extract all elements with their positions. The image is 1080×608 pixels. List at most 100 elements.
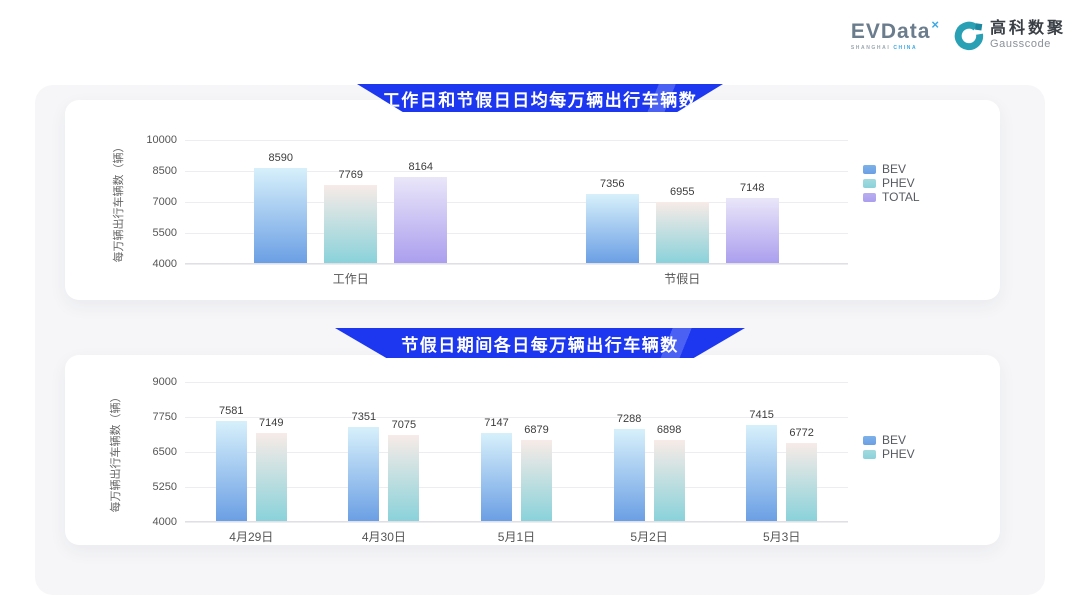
x-axis-category-label: 5月3日	[762, 530, 801, 544]
bar-value-label: 6772	[789, 427, 814, 440]
bar-group: 7351 7075	[318, 382, 451, 521]
x-axis-category-label: 4月29日	[229, 530, 274, 544]
y-axis-tick-label: 7750	[152, 411, 177, 423]
legend-item-total[interactable]: TOTAL	[863, 190, 920, 204]
bar-value-label: 6955	[670, 185, 695, 198]
legend-label: BEV	[882, 162, 907, 176]
x-axis-category-label: 4月30日	[361, 530, 406, 544]
bar-phev: 7149	[255, 417, 287, 521]
bar-groups: 7581 7149 7351 7075 7147 6879 7288 6898 7415 6772	[185, 382, 848, 521]
bar-value-label: 7148	[740, 181, 765, 194]
chart1-legend: BEV PHEV TOTAL	[863, 162, 920, 204]
bar-groups: 8590 7769 8164 7356 6955 7148	[185, 140, 848, 263]
y-axis-tick-label: 8500	[152, 165, 177, 177]
bar-phev: 6772	[786, 427, 818, 521]
bar-value-label: 7356	[600, 177, 625, 190]
gridline	[185, 202, 848, 203]
bar-bev: 7351	[348, 411, 380, 521]
legend-swatch-icon	[863, 435, 876, 445]
bar-total: 8164	[394, 161, 448, 263]
y-axis-tick-label: 4000	[152, 516, 177, 528]
bar-bev: 8590	[254, 152, 308, 263]
legend-label: TOTAL	[882, 190, 920, 204]
bar-value-label: 7288	[616, 412, 642, 425]
x-axis-category-label: 5月2日	[630, 530, 668, 544]
x-axis-category-label: 节假日	[664, 272, 701, 286]
legend-swatch-icon	[863, 449, 876, 459]
bar-group: 7288 6898	[583, 382, 716, 521]
gausscode-logo: 高科数聚 Gausscode	[954, 20, 1066, 51]
legend-item-phev[interactable]: PHEV	[863, 447, 915, 461]
chart1-title-banner: 工作日和节假日日均每万辆出行车辆数	[357, 84, 723, 112]
gausscode-g-icon	[954, 21, 984, 50]
chart2-legend: BEV PHEV	[863, 433, 915, 461]
legend-label: BEV	[882, 433, 907, 447]
gridline	[185, 487, 848, 488]
y-axis-tick-label: 6500	[152, 446, 177, 458]
header-logos: EVData × SHANGHAI CHINA 高科数聚 Gausscode	[850, 17, 1066, 51]
chart1-plot-area: 8590 7769 8164 7356 6955 7148	[185, 140, 848, 265]
bar-value-label: 7581	[219, 404, 244, 417]
chart1-workday-holiday-bar-chart: 每万辆出行车辆数（辆） 8590 7769 8164 7356 6955 7148 工作日…	[65, 100, 1000, 300]
y-axis-tick-label: 9000	[152, 376, 177, 388]
gridline	[185, 417, 848, 418]
bar-phev: 6955	[655, 186, 709, 263]
legend-item-phev[interactable]: PHEV	[863, 176, 920, 190]
gausscode-cn-name: 高科数聚	[989, 20, 1066, 37]
bar-value-label: 7351	[351, 411, 377, 424]
chart2-card: 每万辆出行车辆数（辆） 7581 7149 7351 7075 7147 6879 7288…	[65, 355, 1000, 545]
legend-item-bev[interactable]: BEV	[863, 162, 920, 176]
bar-value-label: 7149	[259, 416, 284, 429]
legend-swatch-icon	[863, 192, 876, 202]
evdata-wordmark: EVData	[850, 19, 931, 43]
y-axis-tick-label: 5500	[152, 227, 177, 239]
bar-bev: 7581	[215, 405, 247, 521]
bar-value-label: 7415	[749, 409, 774, 422]
bar-bev: 7415	[746, 409, 778, 521]
gridline	[185, 264, 848, 265]
gridline	[185, 522, 848, 523]
y-axis-tick-label: 4000	[152, 258, 177, 270]
bar-bev: 7288	[613, 413, 645, 521]
evdata-subtext: SHANGHAI CHINA	[850, 44, 918, 51]
bar-bev: 7356	[585, 178, 639, 263]
bar-value-label: 8590	[268, 152, 293, 165]
gridline	[185, 452, 848, 453]
chart1-x-axis-labels: 工作日 节假日	[185, 270, 848, 287]
chart2-plot-area: 7581 7149 7351 7075 7147 6879 7288 6898 7415 6772	[185, 382, 848, 523]
evdata-logo: EVData × SHANGHAI CHINA	[850, 17, 939, 51]
gridline	[185, 382, 848, 383]
bar-total: 7148	[725, 182, 779, 263]
gridline	[185, 233, 848, 234]
gridline	[185, 171, 848, 172]
y-axis-tick-label: 7000	[152, 196, 177, 208]
chart2-x-axis-labels: 4月29日 4月30日 5月1日 5月2日 5月3日	[185, 528, 848, 545]
gridline	[185, 140, 848, 141]
legend-label: PHEV	[882, 176, 915, 190]
legend-swatch-icon	[863, 164, 876, 174]
bar-value-label: 7769	[338, 169, 363, 182]
gausscode-en-name: Gausscode	[989, 38, 1052, 50]
bar-phev: 6898	[653, 424, 685, 521]
bar-group: 7415 6772	[715, 382, 848, 521]
chart2-title-banner: 节假日期间各日每万辆出行车辆数	[335, 328, 745, 358]
bar-phev: 7075	[388, 419, 420, 521]
bar-bev: 7147	[480, 417, 512, 521]
bar-value-label: 8164	[408, 160, 433, 173]
bar-group: 8590 7769 8164	[185, 140, 517, 263]
bar-value-label: 7147	[484, 416, 509, 429]
bar-phev: 6879	[520, 424, 552, 521]
legend-swatch-icon	[863, 178, 876, 188]
legend-item-bev[interactable]: BEV	[863, 433, 915, 447]
chart2-y-axis-label: 每万辆出行车辆数（辆）	[110, 391, 122, 513]
legend-label: PHEV	[882, 447, 915, 461]
x-axis-category-label: 5月1日	[497, 530, 536, 544]
bar-group: 7356 6955 7148	[517, 140, 849, 263]
chart1-card: 每万辆出行车辆数（辆） 8590 7769 8164 7356 6955 7148 工作日…	[65, 100, 1000, 300]
bar-group: 7581 7149	[185, 382, 318, 521]
bar-value-label: 7075	[391, 418, 417, 431]
bar-value-label: 6898	[656, 423, 682, 436]
bar-value-label: 6879	[524, 424, 549, 437]
chart2-holiday-daily-bar-chart: 每万辆出行车辆数（辆） 7581 7149 7351 7075 7147 6879 7288…	[65, 355, 1000, 545]
